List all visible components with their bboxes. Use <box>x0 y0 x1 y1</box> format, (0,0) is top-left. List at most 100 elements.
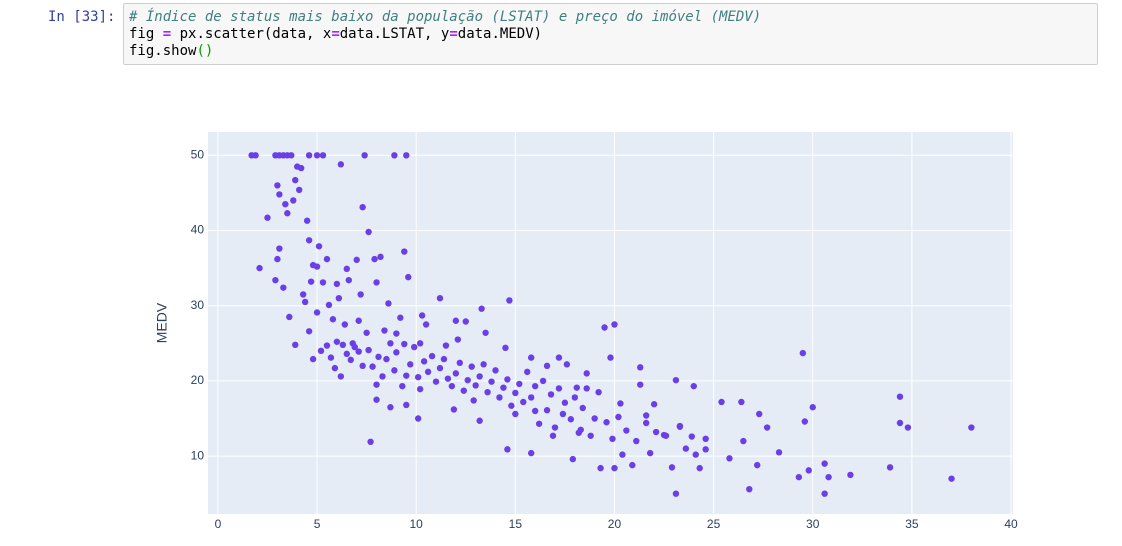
point <box>476 417 483 424</box>
point <box>361 152 368 159</box>
point <box>454 336 462 343</box>
point <box>688 433 695 440</box>
x-tick-label: 25 <box>707 517 721 531</box>
point <box>282 200 289 208</box>
point <box>420 358 428 365</box>
point <box>349 340 356 347</box>
point <box>274 182 281 189</box>
point <box>948 475 955 482</box>
point <box>345 276 352 284</box>
point <box>746 485 753 493</box>
point <box>756 410 763 418</box>
point <box>272 276 279 284</box>
point <box>595 388 602 396</box>
point <box>692 451 699 458</box>
x-tick-label: 35 <box>905 517 919 531</box>
grid <box>208 132 1013 514</box>
point <box>579 404 586 412</box>
point <box>359 362 366 370</box>
point <box>478 305 485 312</box>
point <box>303 217 311 224</box>
point <box>886 464 894 471</box>
point <box>373 381 380 388</box>
point <box>301 298 309 306</box>
point <box>416 385 424 393</box>
point <box>357 291 364 298</box>
point <box>436 294 444 302</box>
point <box>264 214 271 221</box>
code-cell[interactable]: # Índice de status mais baixo da populaç… <box>123 3 1098 65</box>
point <box>543 407 551 414</box>
point <box>577 426 584 433</box>
point <box>583 385 590 392</box>
point <box>307 278 315 285</box>
point <box>470 397 477 404</box>
point <box>531 382 539 390</box>
code-line: fig = px.scatter(data, x=data.LSTAT, y=d… <box>129 26 1092 43</box>
point <box>292 341 299 349</box>
x-tick-label: 40 <box>1004 517 1018 531</box>
point <box>591 415 598 422</box>
point <box>319 152 327 159</box>
x-tick-label: 15 <box>509 517 523 531</box>
point <box>607 354 614 361</box>
point <box>436 364 444 372</box>
point <box>795 473 803 481</box>
point <box>825 473 832 481</box>
point <box>567 416 575 423</box>
point <box>617 400 624 407</box>
point <box>405 273 412 281</box>
point <box>460 387 467 394</box>
point <box>527 394 535 401</box>
point <box>432 378 440 385</box>
point <box>524 368 531 376</box>
point <box>319 279 327 286</box>
point <box>472 382 479 389</box>
point <box>611 464 618 472</box>
point <box>506 297 513 304</box>
point <box>476 373 483 380</box>
point <box>452 317 460 324</box>
point <box>754 461 761 469</box>
point <box>456 359 464 367</box>
point <box>375 353 382 361</box>
point <box>391 367 398 374</box>
point <box>637 381 644 388</box>
point <box>555 354 563 361</box>
point <box>633 437 640 445</box>
point <box>331 364 339 372</box>
point <box>371 255 378 263</box>
point <box>387 404 394 411</box>
point <box>583 370 590 377</box>
point <box>672 376 680 384</box>
operator: = <box>162 26 172 42</box>
plot-area <box>208 132 1013 514</box>
point <box>464 376 471 384</box>
point <box>343 265 350 273</box>
point <box>799 349 807 357</box>
point <box>512 410 519 418</box>
point <box>393 349 400 356</box>
point <box>411 343 418 351</box>
point <box>531 407 539 415</box>
y-tick-label: 30 <box>191 298 205 312</box>
point <box>559 410 567 418</box>
point <box>615 413 622 421</box>
point <box>313 152 321 159</box>
point <box>702 446 709 453</box>
point <box>637 364 644 371</box>
point <box>403 152 410 159</box>
point <box>571 394 579 401</box>
point <box>968 424 975 431</box>
point <box>418 312 426 319</box>
point <box>549 432 557 439</box>
x-tick-label: 5 <box>314 517 321 531</box>
point <box>391 152 398 159</box>
point <box>629 461 636 469</box>
point <box>672 490 680 497</box>
point <box>539 377 547 385</box>
point <box>333 280 341 288</box>
point <box>355 348 362 355</box>
point <box>280 284 287 291</box>
